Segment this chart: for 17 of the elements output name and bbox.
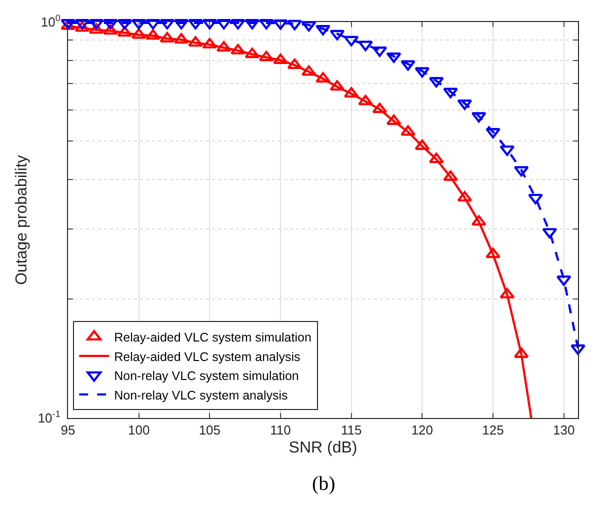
x-axis-title: SNR (dB) [288, 439, 358, 456]
legend-label: Relay-aided VLC system analysis [114, 350, 300, 364]
x-tick-label: 125 [482, 422, 504, 438]
legend-label: Non-relay VLC system simulation [114, 369, 299, 384]
x-tick-label: 120 [411, 422, 434, 438]
y-axis-title: Outage probability [14, 155, 31, 285]
x-tick-label: 95 [60, 422, 76, 438]
x-tick-label: 115 [340, 422, 362, 438]
legend-label: Relay-aided VLC system simulation [114, 330, 312, 345]
y-tick-label: 10$^{-1}$ [38, 409, 60, 426]
x-tick-label: 110 [270, 422, 291, 438]
legend-label: Non-relay VLC system analysis [114, 388, 288, 402]
text: (b) [312, 473, 336, 495]
y-tick-label: 10$^{0}$ [40, 13, 60, 30]
x-tick-label: 130 [552, 422, 575, 438]
x-tick-label: 105 [198, 422, 221, 438]
x-tick-label: 100 [128, 422, 150, 438]
